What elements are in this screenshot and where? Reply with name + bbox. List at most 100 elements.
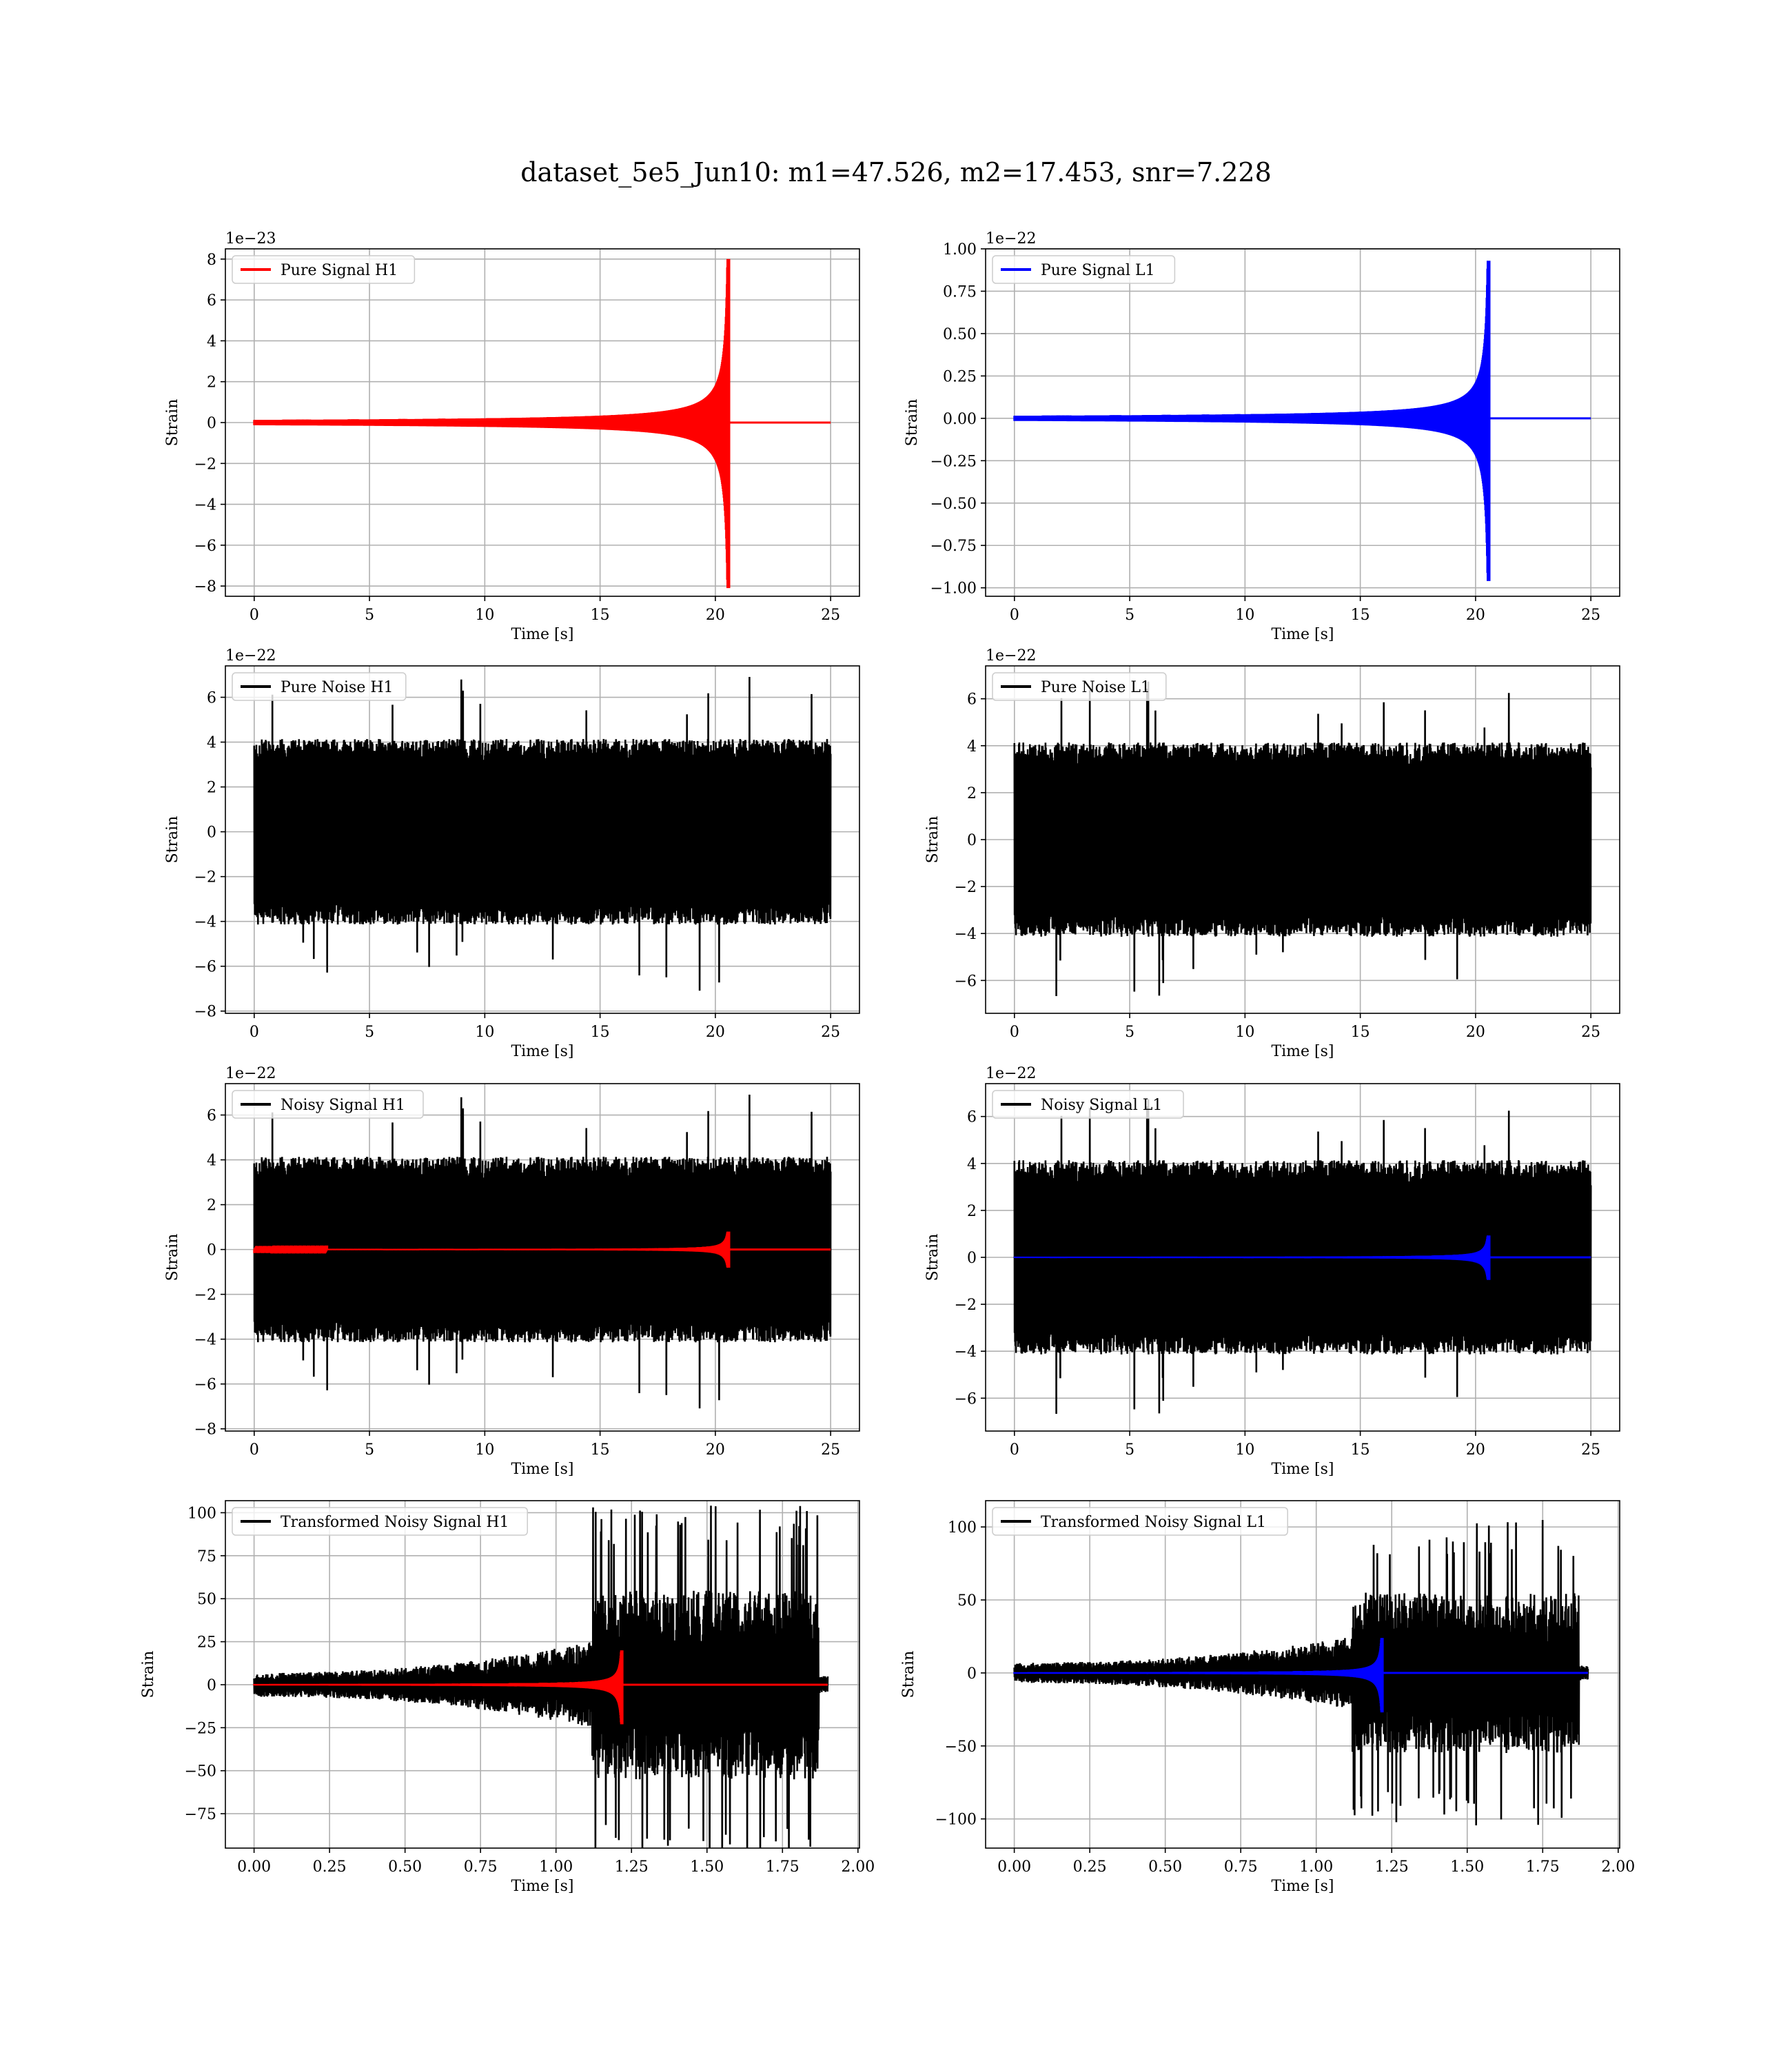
y-tick-label: −6 <box>955 973 977 990</box>
x-tick-label: 5 <box>365 1024 374 1041</box>
panel-pure-signal-h1: 0 5 10 15 20 25 −8 −6 −4 −2 0 2 4 6 8 Time [s] Strain 1e−… <box>164 230 860 643</box>
series-line-1 <box>253 1650 828 1725</box>
y-tick-label: −1.00 <box>930 580 977 598</box>
x-tick-label: 10 <box>1235 1441 1254 1459</box>
y-tick-label: −2 <box>194 869 216 886</box>
y-tick-label: 100 <box>187 1505 216 1522</box>
x-tick-label: 25 <box>1581 607 1600 624</box>
plot-area <box>1013 1099 1592 1415</box>
y-tick-label: 4 <box>207 1153 216 1170</box>
x-tick-label: 5 <box>1125 607 1134 624</box>
x-tick-label: 1.50 <box>690 1858 724 1876</box>
x-tick-label: 1.00 <box>1299 1858 1333 1876</box>
x-tick-label: 20 <box>706 607 725 624</box>
y-tick-label: −0.50 <box>930 496 977 513</box>
x-tick-label: 20 <box>706 1441 725 1459</box>
y-tick-label: 0 <box>207 415 216 432</box>
x-tick-label: 15 <box>591 1024 610 1041</box>
x-tick-label: 0.50 <box>388 1858 422 1876</box>
x-tick-label: 25 <box>821 1024 840 1041</box>
plot-area <box>1013 261 1591 581</box>
y-tick-label: −2 <box>194 456 216 473</box>
y-tick-label: −2 <box>194 1287 216 1304</box>
x-tick-label: 10 <box>475 1441 494 1459</box>
x-tick-label: 0.75 <box>1224 1858 1258 1876</box>
y-tick-label: 2 <box>967 785 977 802</box>
panel-transformed-h1: 0.00 0.25 0.50 0.75 1.00 1.25 1.50 1.75 2.00 −75 −… <box>140 1500 875 1895</box>
legend-label: Pure Signal H1 <box>281 262 398 279</box>
legend: Pure Signal H1 <box>232 255 416 284</box>
x-tick-label: 0 <box>1010 1441 1019 1459</box>
legend-label: Transformed Noisy Signal H1 <box>281 1514 509 1531</box>
y-tick-label: 0 <box>967 1665 977 1683</box>
y-tick-label: 0.75 <box>943 283 977 301</box>
x-tick-label: 10 <box>475 1024 494 1041</box>
y-tick-label: 4 <box>967 1156 977 1173</box>
x-tick-label: 0 <box>250 1441 259 1459</box>
x-tick-label: 0.25 <box>313 1858 347 1876</box>
y-tick-label: 50 <box>197 1591 216 1608</box>
y-axis-label: Strain <box>924 816 941 864</box>
x-axis-label: Time [s] <box>511 1878 573 1895</box>
x-tick-label: 20 <box>1466 1024 1485 1041</box>
series-line-0 <box>253 258 831 589</box>
y-tick-label: 50 <box>957 1592 977 1610</box>
panel-transformed-l1: 0.00 0.25 0.50 0.75 1.00 1.25 1.50 1.75 2.00 −100… <box>900 1500 1635 1895</box>
x-tick-label: 2.00 <box>1601 1858 1635 1876</box>
y-tick-label: 4 <box>207 735 216 752</box>
y-tick-label: 2 <box>207 1197 216 1215</box>
legend-label: Transformed Noisy Signal L1 <box>1041 1514 1266 1531</box>
axes-frame <box>985 248 1620 597</box>
y-tick-label: −2 <box>955 1297 977 1314</box>
series-line-0 <box>1013 681 1592 997</box>
y-axis-label: Strain <box>900 1651 917 1699</box>
panel-pure-signal-l1: 0 5 10 15 20 25 −1.00 −0.75 −0.50 −0.25 0.00 0.25 0.… <box>904 230 1620 643</box>
y-axis-label: Strain <box>164 399 181 447</box>
x-axis-label: Time [s] <box>511 1461 573 1478</box>
legend-box <box>992 672 1167 701</box>
y-tick-label: 1.00 <box>943 241 977 258</box>
panel-noisy-signal-h1: 0 5 10 15 20 25 −8 −6 −4 −2 0 2 4 6 Time [s] Strain 1e−2… <box>164 1065 860 1478</box>
panel-noisy-signal-l1: 0 5 10 15 20 25 −6 −4 −2 0 2 4 6 Time [s] Strain 1e−22 N… <box>924 1065 1620 1478</box>
panel-pure-noise-h1: 0 5 10 15 20 25 −8 −6 −4 −2 0 2 4 6 Time [s] Strain 1e−2… <box>164 647 860 1060</box>
x-tick-label: 1.75 <box>766 1858 800 1876</box>
x-tick-label: 0.25 <box>1073 1858 1107 1876</box>
y-tick-label: −8 <box>194 578 216 596</box>
series-line-1 <box>1013 1235 1591 1280</box>
legend-box <box>992 1090 1184 1119</box>
panel-pure-noise-l1: 0 5 10 15 20 25 −6 −4 −2 0 2 4 6 Time [s] Strain 1e−22 P… <box>924 647 1620 1060</box>
legend: Noisy Signal H1 <box>232 1090 424 1119</box>
legend: Pure Noise L1 <box>992 672 1167 701</box>
y-tick-label: −0.25 <box>930 453 977 470</box>
legend-box <box>232 1090 424 1119</box>
y-tick-label: 6 <box>207 690 216 707</box>
offset-text: 1e−22 <box>986 647 1036 665</box>
x-tick-label: 10 <box>1235 1024 1254 1041</box>
x-tick-label: 15 <box>591 1441 610 1459</box>
x-tick-label: 1.25 <box>1375 1858 1409 1876</box>
y-tick-label: −4 <box>194 1332 216 1349</box>
axes-frame <box>225 665 860 1014</box>
legend: Transformed Noisy Signal L1 <box>992 1507 1288 1536</box>
legend-label: Pure Noise L1 <box>1041 679 1150 696</box>
x-axis-label: Time [s] <box>1271 1043 1334 1060</box>
legend-label: Noisy Signal H1 <box>281 1097 405 1114</box>
y-tick-label: 4 <box>967 738 977 756</box>
legend: Transformed Noisy Signal H1 <box>232 1507 528 1536</box>
y-tick-label: 2 <box>967 1203 977 1220</box>
y-tick-label: −50 <box>945 1738 977 1756</box>
x-axis-label: Time [s] <box>1271 626 1334 643</box>
series-line-1 <box>1013 1638 1588 1713</box>
legend: Pure Noise H1 <box>232 672 407 701</box>
x-tick-label: 1.00 <box>539 1858 573 1876</box>
series-line-0 <box>253 1094 832 1409</box>
y-tick-label: 0.00 <box>943 411 977 428</box>
series-line-0 <box>253 1506 829 1848</box>
x-axis-label: Time [s] <box>1271 1461 1334 1478</box>
y-axis-label: Strain <box>904 399 921 447</box>
offset-text: 1e−23 <box>225 230 276 247</box>
x-tick-label: 25 <box>1581 1024 1600 1041</box>
x-axis-label: Time [s] <box>1271 1878 1334 1895</box>
y-tick-label: −25 <box>185 1720 216 1737</box>
